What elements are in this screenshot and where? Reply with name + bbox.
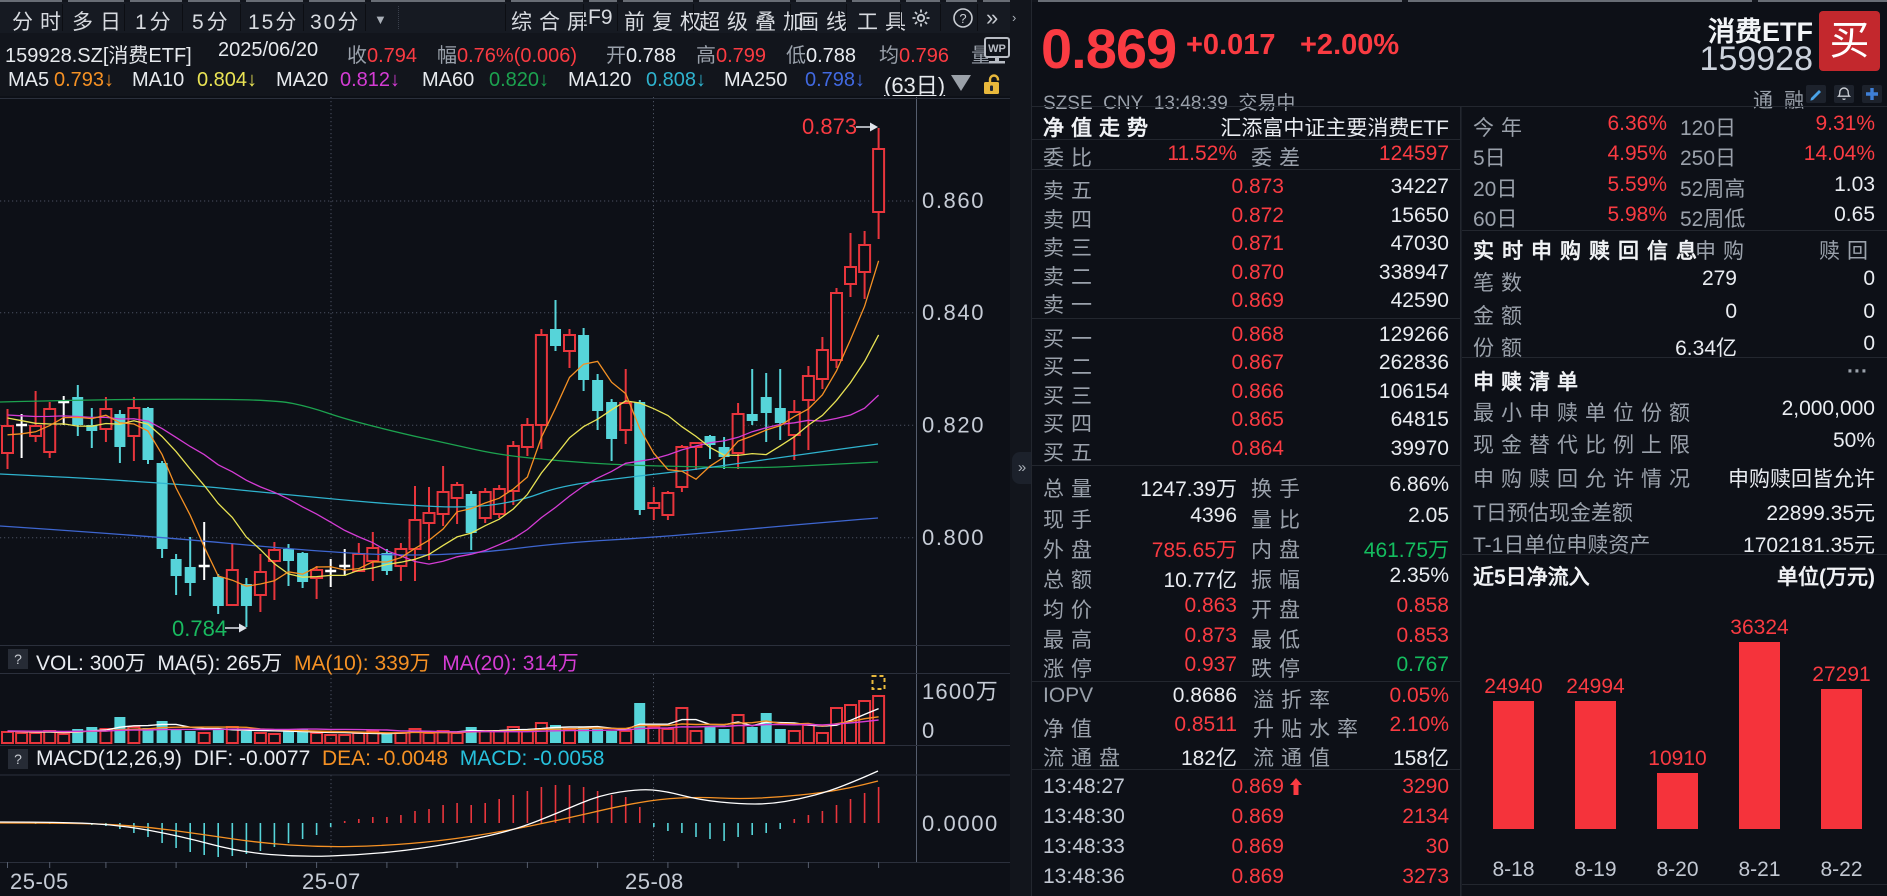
svg-text:25-05: 25-05 (10, 869, 69, 894)
svg-text:0.784: 0.784 (172, 616, 227, 641)
svg-text:36324: 36324 (1730, 616, 1789, 639)
svg-text:8-19: 8-19 (1574, 858, 1616, 881)
svg-text:25-07: 25-07 (302, 869, 361, 894)
svg-text:27291: 27291 (1812, 663, 1870, 686)
svg-text:8-21: 8-21 (1738, 858, 1780, 881)
svg-text:25-08: 25-08 (625, 869, 684, 894)
svg-text:?: ? (959, 11, 966, 26)
svg-text:0.0000: 0.0000 (922, 811, 999, 836)
svg-text:0.873: 0.873 (802, 114, 857, 139)
svg-text:0.840: 0.840 (922, 300, 985, 325)
svg-text:0.800: 0.800 (922, 525, 985, 550)
svg-text:0: 0 (922, 718, 934, 743)
svg-text:8-18: 8-18 (1492, 858, 1534, 881)
svg-text:24940: 24940 (1484, 675, 1542, 698)
svg-text:24994: 24994 (1566, 675, 1625, 698)
svg-text:1600万: 1600万 (922, 679, 999, 704)
svg-text:8-20: 8-20 (1656, 858, 1698, 881)
svg-text:0.860: 0.860 (922, 188, 985, 213)
svg-text:WP: WP (988, 43, 1006, 55)
svg-text:10910: 10910 (1648, 747, 1706, 770)
svg-text:8-22: 8-22 (1820, 858, 1862, 881)
svg-text:0.820: 0.820 (922, 412, 985, 437)
